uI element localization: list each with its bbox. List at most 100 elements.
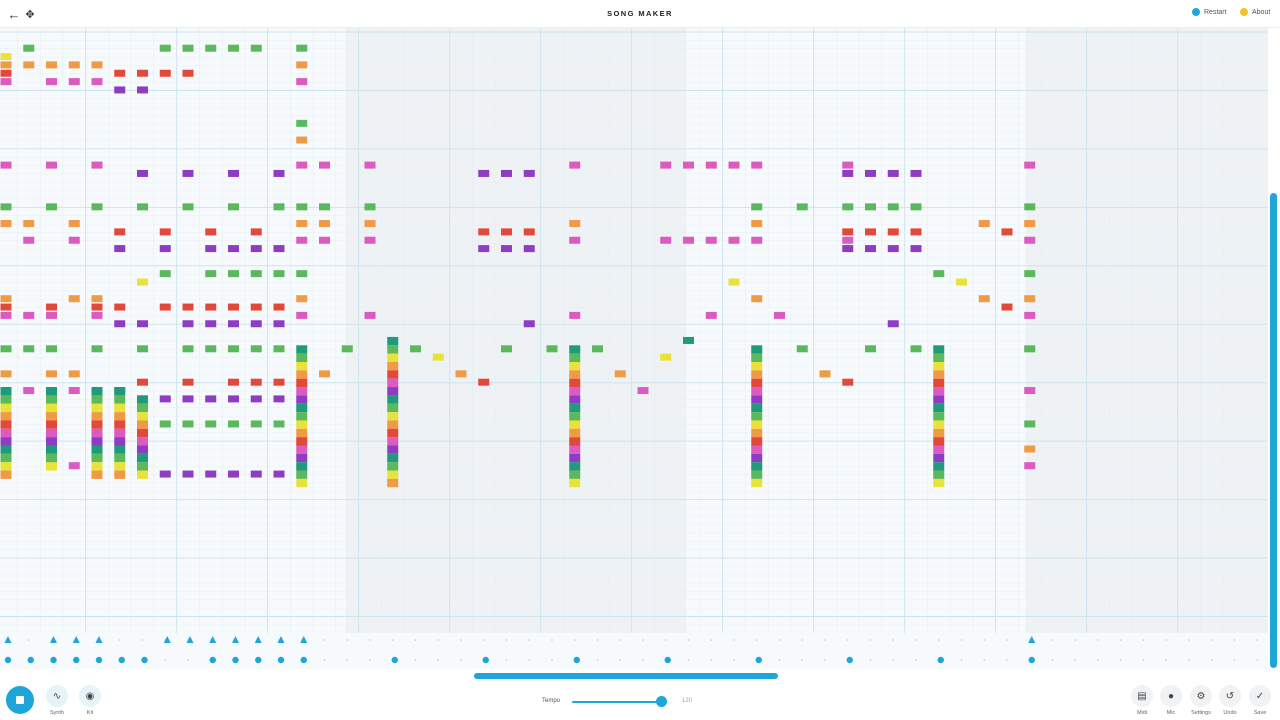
melody-note[interactable] — [751, 295, 763, 303]
melody-note[interactable] — [569, 420, 581, 429]
melody-note[interactable] — [523, 169, 535, 177]
rhythm-slot[interactable] — [460, 659, 462, 661]
melody-note[interactable] — [137, 420, 148, 429]
melody-note[interactable] — [478, 378, 490, 386]
melody-note[interactable] — [319, 161, 330, 169]
rhythm-circle[interactable] — [232, 656, 239, 664]
melody-note[interactable] — [728, 278, 740, 286]
melody-note[interactable] — [250, 303, 262, 311]
melody-note[interactable] — [0, 437, 12, 446]
melody-note[interactable] — [569, 387, 581, 396]
melody-note[interactable] — [228, 245, 239, 253]
melody-note[interactable] — [91, 445, 103, 454]
undo-button[interactable]: ↺ Undo — [1210, 685, 1250, 716]
melody-note[interactable] — [46, 395, 57, 404]
melody-note[interactable] — [0, 453, 12, 463]
melody-note[interactable] — [683, 336, 694, 344]
rhythm-slot[interactable] — [619, 639, 622, 641]
melody-note[interactable] — [137, 395, 148, 404]
melody-note[interactable] — [865, 245, 876, 253]
rhythm-triangle[interactable] — [232, 636, 239, 643]
melody-note[interactable] — [182, 169, 194, 177]
melody-note[interactable] — [933, 412, 945, 421]
melody-note[interactable] — [933, 345, 945, 354]
melody-note[interactable] — [887, 169, 899, 177]
rhythm-slot[interactable] — [1142, 659, 1145, 661]
melody-note[interactable] — [751, 353, 763, 362]
melody-note[interactable] — [751, 428, 763, 438]
melody-note[interactable] — [296, 453, 308, 463]
rhythm-slot[interactable] — [346, 639, 349, 641]
melody-note[interactable] — [114, 69, 126, 77]
rhythm-slot[interactable] — [187, 659, 189, 661]
melody-note[interactable] — [114, 437, 126, 446]
melody-note[interactable] — [1024, 387, 1036, 395]
rhythm-slot[interactable] — [983, 639, 986, 641]
melody-note[interactable] — [91, 311, 103, 319]
melody-note[interactable] — [0, 303, 12, 311]
melody-note[interactable] — [91, 345, 103, 353]
melody-note[interactable] — [228, 270, 239, 278]
melody-note[interactable] — [273, 420, 285, 428]
melody-note[interactable] — [887, 245, 899, 253]
move-icon[interactable]: ✥ — [25, 8, 35, 21]
melody-note[interactable] — [933, 437, 945, 446]
melody-note[interactable] — [1001, 228, 1013, 236]
melody-note[interactable] — [387, 387, 399, 396]
melody-note[interactable] — [46, 311, 57, 319]
melody-note[interactable] — [159, 44, 171, 52]
melody-note[interactable] — [273, 470, 285, 478]
rhythm-slot[interactable] — [369, 659, 371, 661]
melody-note[interactable] — [933, 453, 945, 463]
rhythm-slot[interactable] — [801, 659, 804, 661]
melody-note[interactable] — [796, 203, 808, 211]
rhythm-circle[interactable] — [209, 656, 216, 664]
melody-note[interactable] — [842, 236, 854, 244]
melody-note[interactable] — [0, 345, 12, 353]
melody-note[interactable] — [933, 270, 945, 278]
melody-note[interactable] — [387, 403, 399, 413]
rhythm-slot[interactable] — [1051, 639, 1054, 641]
melody-note[interactable] — [569, 428, 581, 438]
melody-note[interactable] — [1024, 445, 1036, 453]
melody-note[interactable] — [273, 303, 285, 311]
melody-note[interactable] — [250, 320, 262, 328]
melody-note[interactable] — [1024, 270, 1036, 278]
melody-note[interactable] — [751, 445, 763, 454]
melody-note[interactable] — [501, 345, 512, 353]
melody-note[interactable] — [933, 362, 945, 371]
vertical-scroll-thumb[interactable] — [1270, 193, 1277, 668]
rhythm-slot[interactable] — [642, 639, 644, 641]
stop-button[interactable] — [6, 686, 34, 714]
melody-note[interactable] — [865, 345, 876, 353]
melody-note[interactable] — [705, 236, 717, 244]
melody-note[interactable] — [569, 453, 581, 463]
melody-note[interactable] — [387, 362, 399, 371]
rhythm-circle[interactable] — [664, 656, 671, 664]
rhythm-slot[interactable] — [892, 639, 895, 641]
melody-note[interactable] — [182, 378, 194, 386]
melody-note[interactable] — [296, 61, 308, 69]
melody-note[interactable] — [205, 44, 217, 52]
melody-note[interactable] — [0, 462, 12, 471]
rhythm-circle[interactable] — [1028, 656, 1035, 664]
rhythm-triangle[interactable] — [50, 636, 57, 643]
melody-note[interactable] — [296, 403, 308, 413]
rhythm-slot[interactable] — [1188, 639, 1190, 641]
mic-button[interactable]: ● Mic — [1151, 685, 1191, 716]
rhythm-slot[interactable] — [1233, 659, 1236, 661]
melody-note[interactable] — [159, 420, 171, 428]
melody-note[interactable] — [296, 345, 308, 354]
melody-note[interactable] — [137, 403, 148, 413]
rhythm-slot[interactable] — [1233, 639, 1236, 641]
rhythm-triangle[interactable] — [277, 636, 285, 643]
melody-note[interactable] — [114, 420, 126, 429]
rhythm-slot[interactable] — [573, 639, 576, 641]
melody-note[interactable] — [933, 370, 945, 379]
melody-note[interactable] — [273, 378, 285, 386]
melody-note[interactable] — [364, 203, 376, 211]
melody-note[interactable] — [751, 420, 763, 429]
rhythm-circle[interactable] — [846, 656, 853, 664]
melody-note[interactable] — [273, 270, 285, 278]
melody-note[interactable] — [751, 478, 763, 488]
